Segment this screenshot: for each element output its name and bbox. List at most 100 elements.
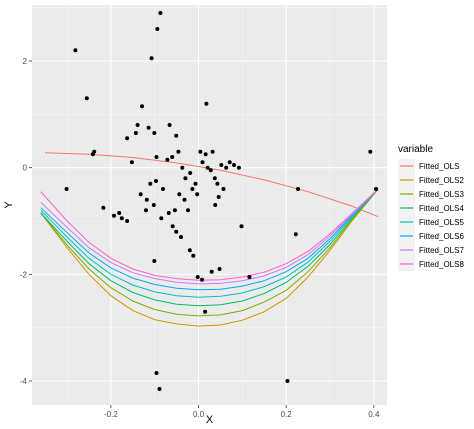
legend-label-fitted-ols4: Fitted_OLS4 <box>419 204 464 213</box>
data-point <box>208 168 213 173</box>
data-point <box>170 224 175 229</box>
data-point <box>174 229 179 234</box>
data-point <box>193 181 198 186</box>
data-point <box>219 163 224 167</box>
data-point <box>203 152 208 157</box>
data-point <box>204 101 209 106</box>
y-tick-label: 0 <box>23 164 28 173</box>
fitted-lines <box>40 152 379 327</box>
data-point <box>190 187 195 191</box>
data-point <box>155 27 160 31</box>
data-point <box>64 187 69 191</box>
y-tick-label: -4 <box>20 377 28 386</box>
data-point <box>117 211 122 215</box>
data-point <box>180 165 185 170</box>
data-point <box>154 155 159 159</box>
legend: variable Fitted_OLS Fitted_OLS2 Fitted_OLS… <box>398 144 464 271</box>
x-tick-label: 0.0 <box>193 410 205 419</box>
series-line-fitted-ols8 <box>40 188 379 281</box>
data-point <box>174 133 179 138</box>
plot-panel <box>32 5 387 405</box>
data-point <box>212 176 217 181</box>
data-point <box>129 160 134 165</box>
data-point <box>154 179 158 183</box>
series-line-fitted-ols <box>45 152 379 218</box>
data-point <box>187 248 192 253</box>
y-axis-title: Y <box>3 201 15 209</box>
data-point <box>205 165 210 170</box>
data-point <box>140 104 144 109</box>
data-point <box>182 197 187 202</box>
data-point <box>119 216 124 221</box>
x-tick-label: 0.2 <box>281 410 293 419</box>
series-line-fitted-ols4 <box>40 188 379 307</box>
data-point <box>151 203 156 207</box>
legend-label-fitted-ols6: Fitted_OLS6 <box>419 232 464 241</box>
data-point <box>158 11 163 15</box>
series-line-fitted-ols7 <box>40 188 379 285</box>
data-point <box>154 371 159 375</box>
data-points <box>64 11 378 391</box>
data-point <box>84 96 89 101</box>
data-point <box>232 163 236 167</box>
data-point <box>374 187 378 191</box>
series-line-fitted-ols2 <box>40 188 379 327</box>
data-point <box>191 253 196 258</box>
data-point <box>144 208 148 213</box>
data-point <box>148 181 153 186</box>
data-point <box>125 219 130 223</box>
data-point <box>135 123 140 127</box>
data-point <box>146 125 151 130</box>
legend-title: variable <box>398 144 433 155</box>
data-point <box>183 176 188 181</box>
data-point <box>125 136 130 141</box>
data-point <box>167 123 172 127</box>
data-point <box>186 208 190 213</box>
data-point <box>179 235 183 239</box>
data-point <box>203 309 208 314</box>
data-point <box>368 149 373 154</box>
data-point <box>221 187 226 191</box>
data-point <box>215 181 220 186</box>
legend-label-fitted-ols8: Fitted_OLS8 <box>419 260 464 269</box>
data-point <box>296 187 300 191</box>
data-point <box>198 149 203 154</box>
legend-label-fitted-ols2: Fitted_OLS2 <box>419 176 464 185</box>
series-line-fitted-ols3 <box>40 188 379 317</box>
data-point <box>247 275 252 279</box>
data-point <box>213 203 218 207</box>
data-point <box>188 171 193 175</box>
x-axis: -0.2 0.0 0.2 0.4 <box>104 405 380 419</box>
data-point <box>210 149 215 154</box>
data-point <box>161 187 165 191</box>
data-point <box>73 48 78 53</box>
x-tick-label: -0.2 <box>104 410 118 419</box>
data-point <box>112 213 116 218</box>
data-point <box>200 277 204 282</box>
legend-label-fitted-ols5: Fitted_OLS5 <box>419 218 464 227</box>
data-point <box>159 216 164 221</box>
data-point <box>177 192 182 197</box>
y-axis: -4 -2 0 2 <box>20 57 32 386</box>
data-point <box>138 192 143 197</box>
data-point <box>239 224 244 229</box>
data-point <box>172 208 177 213</box>
data-point <box>149 56 154 61</box>
data-point <box>152 259 157 263</box>
data-point <box>166 211 171 215</box>
legend-label-fitted-ols3: Fitted_OLS3 <box>419 190 464 199</box>
data-point <box>165 157 170 162</box>
data-point <box>200 160 205 165</box>
data-point <box>92 149 97 154</box>
data-point <box>101 205 106 210</box>
data-point <box>217 267 222 271</box>
data-point <box>195 192 200 197</box>
data-point <box>216 195 221 199</box>
data-point <box>195 275 200 279</box>
legend-label-fitted-ols: Fitted_OLS <box>419 162 459 171</box>
x-tick-label: 0.4 <box>368 410 380 419</box>
data-point <box>170 155 175 159</box>
data-point <box>293 232 298 237</box>
series-line-fitted-ols5 <box>40 188 379 298</box>
